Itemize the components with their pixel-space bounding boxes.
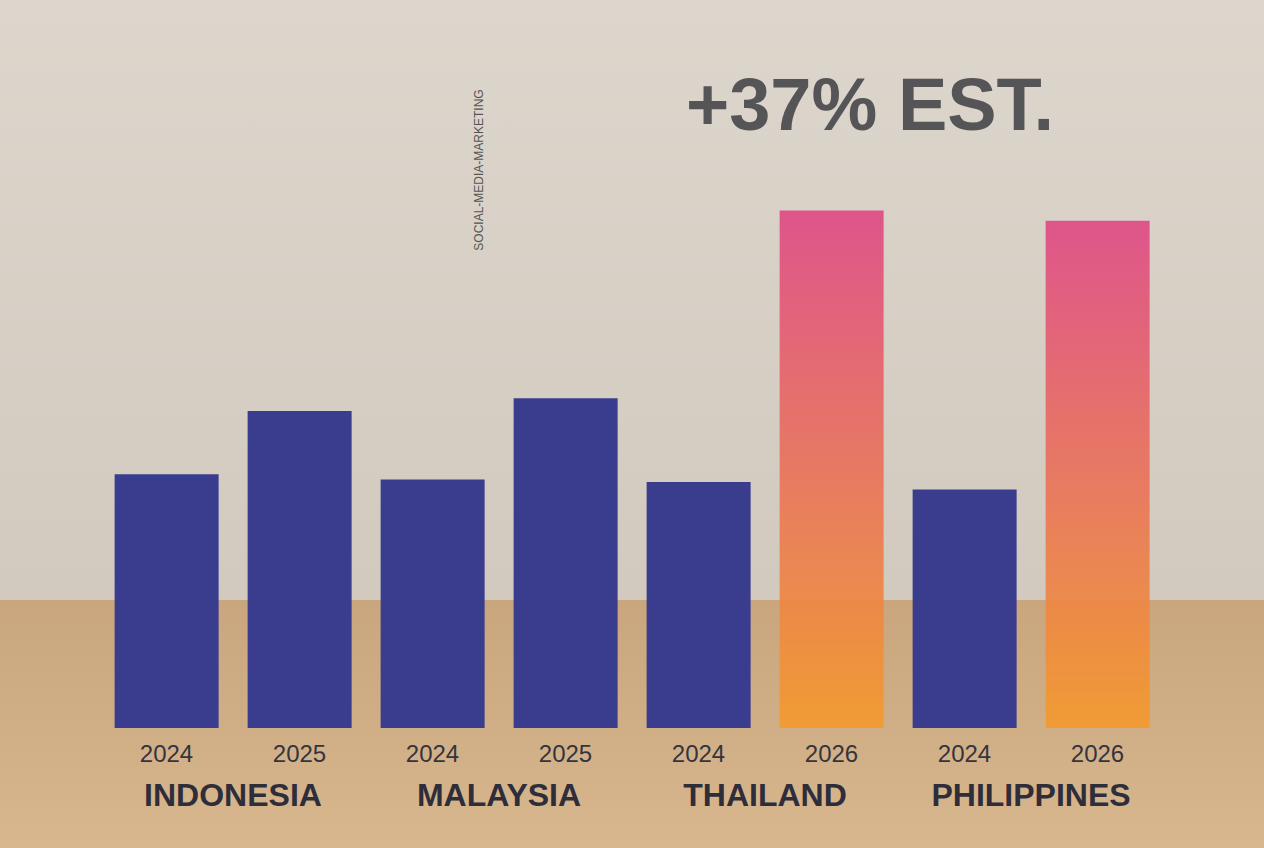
svg-text:2024: 2024 <box>140 740 193 767</box>
svg-text:THAILAND: THAILAND <box>683 777 847 813</box>
svg-text:2024: 2024 <box>406 740 459 767</box>
svg-text:2025: 2025 <box>539 740 592 767</box>
svg-text:2024: 2024 <box>938 740 991 767</box>
svg-text:PHILIPPINES: PHILIPPINES <box>931 777 1130 813</box>
svg-text:2025: 2025 <box>273 740 326 767</box>
svg-text:MALAYSIA: MALAYSIA <box>417 777 581 813</box>
svg-text:2026: 2026 <box>805 740 858 767</box>
svg-text:2024: 2024 <box>672 740 725 767</box>
html-text:SOCIAL-MEDIA-MARKETING: SOCIAL-MEDIA-MARKETING <box>472 89 486 251</box>
html-text:+37% EST.: +37% EST. <box>686 63 1055 146</box>
svg-text:2026: 2026 <box>1071 740 1124 767</box>
svg-text:INDONESIA: INDONESIA <box>144 777 322 813</box>
